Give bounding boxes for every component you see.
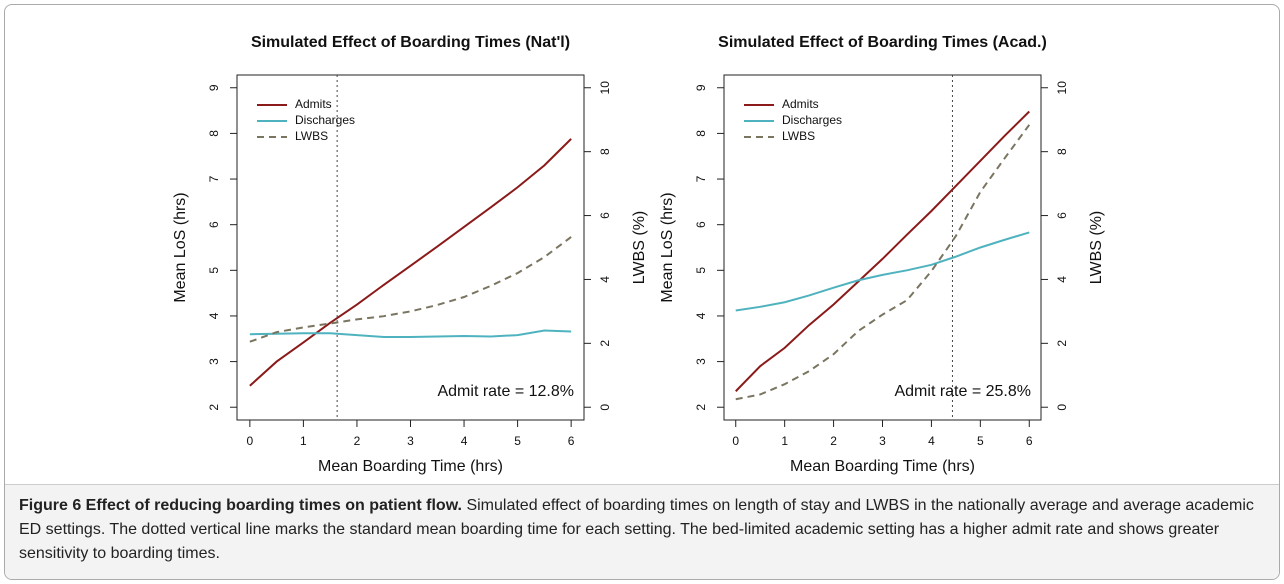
y-tick-label: 4 xyxy=(694,312,708,319)
x-tick-label: 4 xyxy=(461,434,468,448)
y2-axis-label: LWBS (%) xyxy=(631,211,648,284)
y2-tick-label: 0 xyxy=(598,404,612,411)
y-tick-label: 9 xyxy=(207,84,221,91)
x-axis-label: Mean Boarding Time (hrs) xyxy=(790,458,975,475)
series-line xyxy=(249,236,572,343)
x-axis-label: Mean Boarding Time (hrs) xyxy=(318,458,503,475)
y2-tick-label: 6 xyxy=(1055,212,1069,219)
annotation: Admit rate = 12.8% xyxy=(437,383,574,400)
chart-title: Simulated Effect of Boarding Times (Nat'… xyxy=(251,34,570,51)
y-tick-label: 2 xyxy=(694,404,708,411)
y-tick-label: 6 xyxy=(694,221,708,228)
y-tick-label: 9 xyxy=(694,84,708,91)
plot-box xyxy=(723,74,1042,421)
series-line xyxy=(249,138,572,387)
caption-title: Figure 6 Effect of reducing boarding tim… xyxy=(19,497,462,514)
y-tick-label: 3 xyxy=(207,358,221,365)
y2-tick-label: 10 xyxy=(598,81,612,95)
y-tick-label: 8 xyxy=(694,130,708,137)
legend-label: LWBS xyxy=(295,129,328,143)
figure: Simulated Effect of Boarding Times (Nat'… xyxy=(4,4,1280,580)
legend-label: Discharges xyxy=(295,113,355,127)
y-tick-label: 7 xyxy=(694,175,708,182)
y2-tick-label: 0 xyxy=(1055,404,1069,411)
x-tick-label: 1 xyxy=(781,434,788,448)
x-tick-label: 6 xyxy=(568,434,575,448)
chart-title: Simulated Effect of Boarding Times (Acad… xyxy=(718,34,1047,51)
y-tick-label: 4 xyxy=(207,312,221,319)
legend-label: LWBS xyxy=(782,129,815,143)
x-tick-label: 6 xyxy=(1026,434,1033,448)
x-tick-label: 2 xyxy=(354,434,361,448)
series-line xyxy=(735,110,1030,392)
y2-tick-label: 8 xyxy=(598,148,612,155)
y-tick-label: 6 xyxy=(207,221,221,228)
legend-label: Discharges xyxy=(782,113,842,127)
y-tick-label: 5 xyxy=(207,267,221,274)
x-tick-label: 3 xyxy=(407,434,414,448)
y-tick-label: 7 xyxy=(207,175,221,182)
y-tick-label: 2 xyxy=(207,404,221,411)
legend-label: Admits xyxy=(295,97,332,111)
y2-tick-label: 10 xyxy=(1055,81,1069,95)
x-tick-label: 0 xyxy=(732,434,739,448)
y-axis-label: Mean LoS (hrs) xyxy=(172,192,189,302)
charts: Simulated Effect of Boarding Times (Nat'… xyxy=(172,34,1105,475)
y2-tick-label: 6 xyxy=(598,212,612,219)
series-line xyxy=(249,329,572,338)
y-tick-label: 5 xyxy=(694,267,708,274)
y2-axis-label: LWBS (%) xyxy=(1088,211,1105,284)
x-tick-label: 1 xyxy=(300,434,307,448)
plot-box xyxy=(236,74,585,421)
legend-label: Admits xyxy=(782,97,819,111)
x-tick-label: 3 xyxy=(879,434,886,448)
caption-text: Simulated effect of boarding times on le… xyxy=(19,497,1254,562)
x-tick-label: 5 xyxy=(514,434,521,448)
series-line xyxy=(735,124,1031,401)
y2-tick-label: 2 xyxy=(1055,340,1069,347)
y-tick-label: 8 xyxy=(207,130,221,137)
annotation: Admit rate = 25.8% xyxy=(894,383,1031,400)
series-line xyxy=(735,231,1030,312)
caption: Figure 6 Effect of reducing boarding tim… xyxy=(5,484,1279,579)
x-tick-label: 2 xyxy=(830,434,837,448)
x-tick-label: 5 xyxy=(977,434,984,448)
y2-tick-label: 4 xyxy=(1055,276,1069,283)
y-tick-label: 3 xyxy=(694,358,708,365)
y2-tick-label: 4 xyxy=(598,276,612,283)
x-tick-label: 0 xyxy=(247,434,254,448)
y-axis-label: Mean LoS (hrs) xyxy=(659,192,676,302)
y2-tick-label: 2 xyxy=(598,340,612,347)
x-tick-label: 4 xyxy=(928,434,935,448)
y2-tick-label: 8 xyxy=(1055,148,1069,155)
